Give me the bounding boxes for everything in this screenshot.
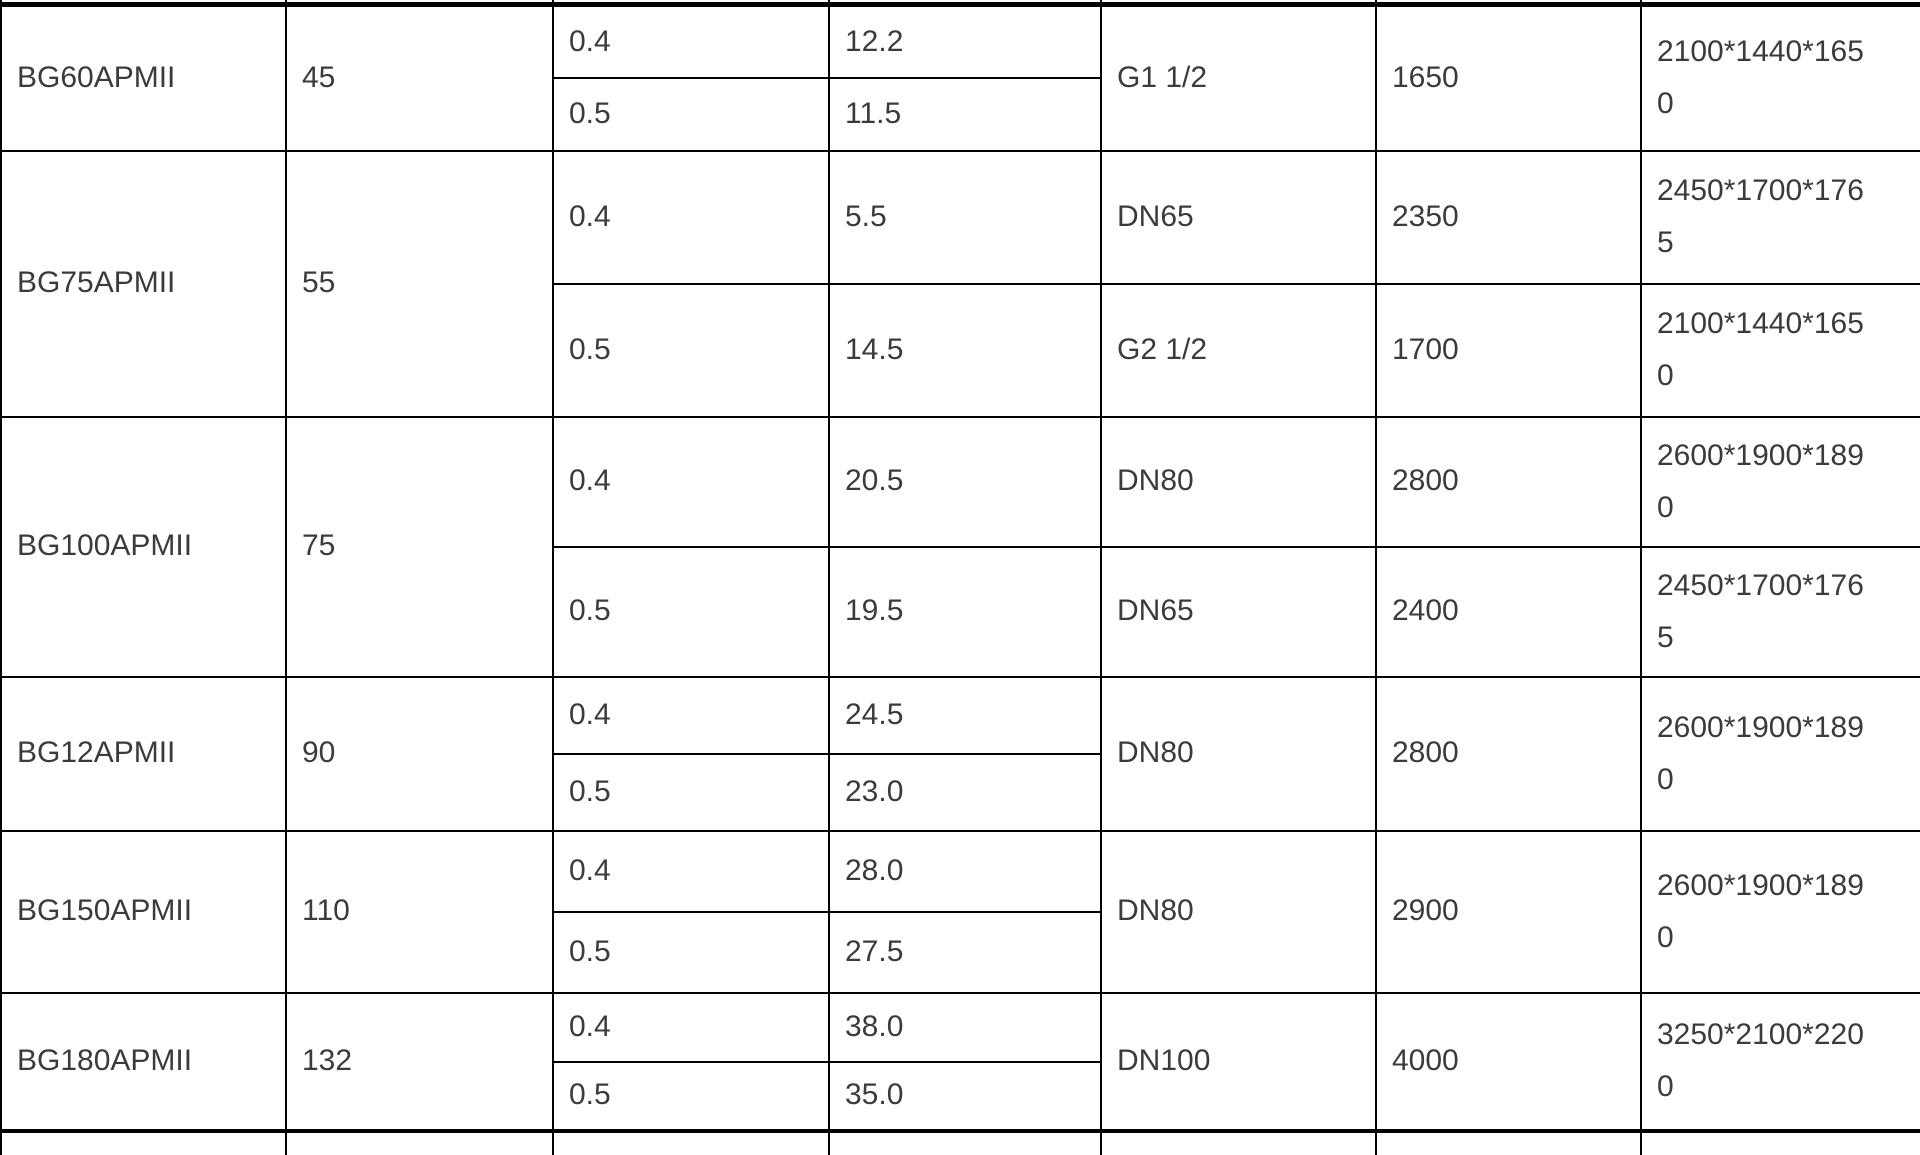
cell-pressure: 0.4 [552, 149, 830, 285]
table-row: 0.5 23.0 [1, 752, 1920, 832]
clipped-cell [552, 0, 830, 7]
cell-weight: 4000 [1375, 991, 1642, 1132]
cell-power: 90 [285, 675, 554, 832]
cell-flow: 12.2 [828, 3, 1102, 79]
clipped-row-bottom [0, 1128, 1920, 1155]
cell-model: BG150APMII [0, 829, 287, 994]
table-row: BG100APMII 75 0.4 20.5 DN80 2800 2600*19… [0, 415, 1920, 678]
cell-pipe: G1 1/2 [1100, 3, 1377, 152]
cell-pipe: DN80 [1100, 829, 1377, 994]
clipped-cell [828, 0, 1102, 7]
cell-weight: 2900 [1375, 829, 1642, 994]
cell-flow: 24.5 [828, 675, 1102, 755]
table-row: BG150APMII 110 0.4 28.0 DN80 2900 2600*1… [0, 829, 1920, 994]
table-row: 0.5 35.0 [1, 1060, 1920, 1132]
cell-flow: 19.5 [828, 545, 1102, 678]
cell-pipe: G2 1/2 [1100, 282, 1377, 418]
cell-pressure: 0.4 [552, 991, 830, 1063]
cell-flow: 38.0 [828, 991, 1102, 1063]
clipped-cell [0, 0, 287, 7]
cell-flow: 5.5 [828, 149, 1102, 285]
cell-pipe: DN65 [1100, 149, 1377, 285]
cell-pressure: 0.5 [552, 545, 830, 678]
cell-model: BG180APMII [0, 991, 287, 1132]
cell-weight: 2800 [1375, 675, 1642, 832]
cell-weight: 2800 [1375, 415, 1642, 548]
cell-dims: 2100*1440*1650 [1640, 282, 1920, 418]
clipped-cell [828, 1128, 1102, 1155]
cell-pipe: DN65 [1100, 545, 1377, 678]
clipped-cell [1375, 1128, 1642, 1155]
table-row: BG180APMII 132 0.4 38.0 DN100 4000 3250*… [0, 991, 1920, 1132]
cell-weight: 2400 [1375, 545, 1642, 678]
cell-power: 110 [285, 829, 554, 994]
cell-model: BG100APMII [0, 415, 287, 678]
cell-pressure: 0.5 [552, 282, 830, 418]
table-row: 0.5 27.5 [1, 910, 1920, 994]
cell-dims: 2450*1700*1765 [1640, 149, 1920, 285]
dims-text: 2600*1900*1890 [1657, 438, 1864, 524]
clipped-cell [1640, 1128, 1920, 1155]
cell-pressure: 0.5 [552, 910, 830, 994]
cell-pressure: 0.4 [552, 415, 830, 548]
cell-model: BG12APMII [0, 675, 287, 832]
cell-weight: 2350 [1375, 149, 1642, 285]
cell-model: BG75APMII [0, 149, 287, 418]
cell-dims: 2100*1440*1650 [1640, 3, 1920, 152]
dims-text: 2450*1700*1765 [1657, 568, 1864, 654]
cell-flow: 28.0 [828, 829, 1102, 913]
cell-power: 45 [285, 3, 554, 152]
cell-flow: 14.5 [828, 282, 1102, 418]
cell-pipe: DN100 [1100, 991, 1377, 1132]
dims-text: 2600*1900*1890 [1657, 868, 1864, 954]
cell-model: BG60APMII [0, 3, 287, 152]
dims-text: 2450*1700*1765 [1657, 174, 1864, 259]
table-row: 0.5 19.5 DN65 2400 2450*1700*1765 [1, 545, 1920, 678]
table-row: BG75APMII 55 0.4 5.5 DN65 2350 2450*1700… [0, 149, 1920, 418]
dims-text: 2600*1900*1890 [1657, 710, 1864, 796]
table-row: 0.5 14.5 G2 1/2 1700 2100*1440*1650 [1, 282, 1920, 418]
clipped-cell [285, 1128, 554, 1155]
cell-pressure: 0.5 [552, 752, 830, 832]
cell-power: 55 [285, 149, 554, 418]
cell-pressure: 0.5 [552, 1060, 830, 1132]
cell-flow: 20.5 [828, 415, 1102, 548]
cell-power: 75 [285, 415, 554, 678]
cell-flow: 35.0 [828, 1060, 1102, 1132]
cell-flow: 27.5 [828, 910, 1102, 994]
cell-weight: 1650 [1375, 3, 1642, 152]
clipped-cell [1375, 0, 1642, 7]
cell-dims: 2600*1900*1890 [1640, 829, 1920, 994]
clipped-cell [285, 0, 554, 7]
cell-pressure: 0.4 [552, 829, 830, 913]
cell-pipe: DN80 [1100, 415, 1377, 548]
cell-pressure: 0.4 [552, 675, 830, 755]
cell-dims: 2600*1900*1890 [1640, 415, 1920, 548]
cell-dims: 2600*1900*1890 [1640, 675, 1920, 832]
dims-text: 3250*2100*2200 [1657, 1018, 1864, 1103]
clipped-row-top [0, 0, 1920, 7]
table-row: BG12APMII 90 0.4 24.5 DN80 2800 2600*190… [0, 675, 1920, 832]
cell-pressure: 0.5 [552, 76, 830, 152]
cell-dims: 3250*2100*2200 [1640, 991, 1920, 1132]
cell-pipe: DN80 [1100, 675, 1377, 832]
dims-text: 2100*1440*1650 [1657, 307, 1864, 392]
cell-flow: 11.5 [828, 76, 1102, 152]
table-row: BG60APMII 45 0.4 12.2 G1 1/2 1650 2100*1… [0, 3, 1920, 152]
cell-flow: 23.0 [828, 752, 1102, 832]
dims-text: 2100*1440*1650 [1657, 35, 1864, 121]
clipped-cell [552, 1128, 830, 1155]
clipped-cell [0, 1128, 287, 1155]
cell-power: 132 [285, 991, 554, 1132]
clipped-cell [1100, 0, 1377, 7]
cell-weight: 1700 [1375, 282, 1642, 418]
cell-dims: 2450*1700*1765 [1640, 545, 1920, 678]
table-row: 0.5 11.5 [1, 76, 1920, 152]
clipped-cell [1100, 1128, 1377, 1155]
cell-pressure: 0.4 [552, 3, 830, 79]
